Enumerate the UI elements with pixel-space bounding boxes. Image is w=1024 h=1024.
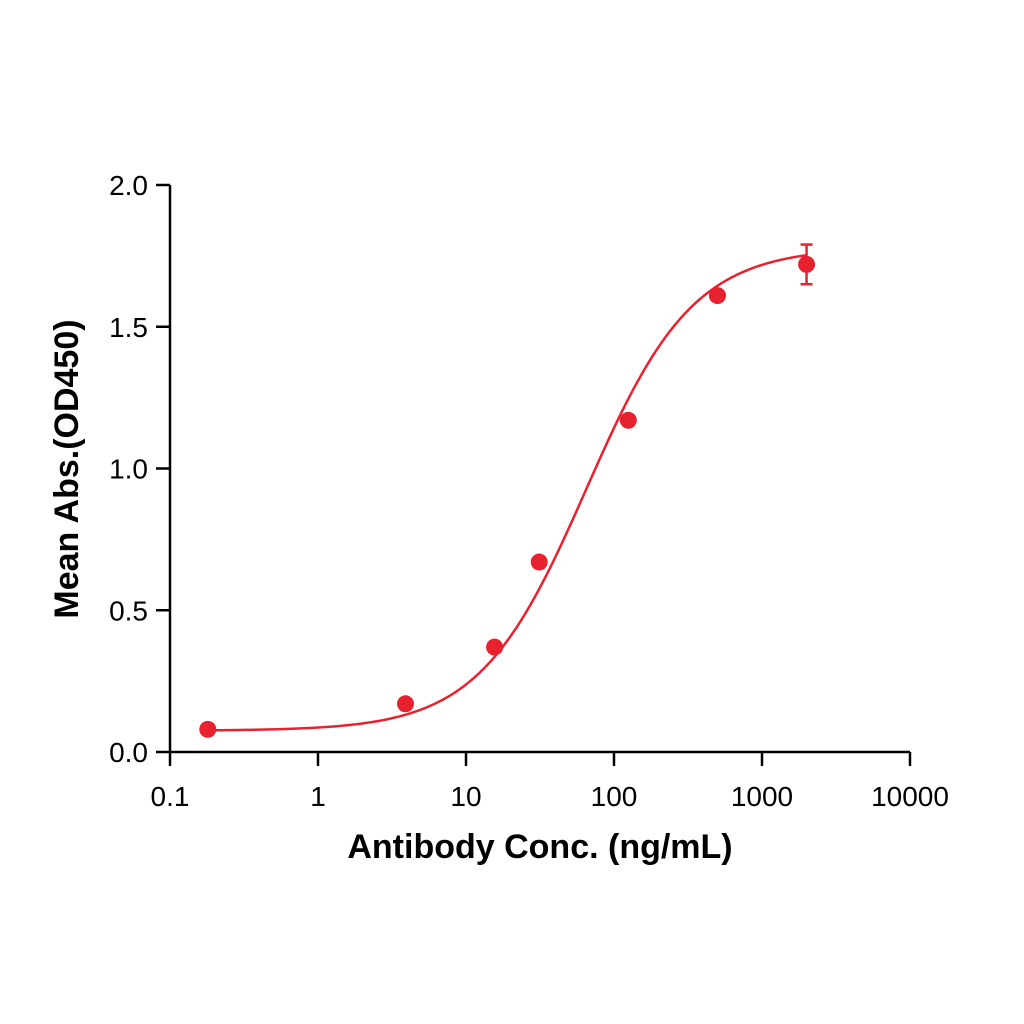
x-axis-title: Antibody Conc. (ng/mL) bbox=[347, 828, 732, 866]
x-axis-ticks: 0.1 1 10 100 1000 10000 bbox=[151, 752, 949, 812]
data-point bbox=[396, 695, 414, 713]
x-tick-label: 0.1 bbox=[151, 781, 190, 812]
data-point bbox=[486, 638, 504, 656]
y-tick-label: 1.0 bbox=[109, 454, 148, 485]
data-point bbox=[798, 255, 816, 273]
data-point bbox=[708, 287, 726, 305]
y-tick-label: 0.5 bbox=[109, 595, 148, 626]
x-tick-label: 1000 bbox=[731, 781, 793, 812]
y-axis-ticks: 0.0 0.5 1.0 1.5 2.0 bbox=[109, 170, 170, 768]
fit-curve bbox=[207, 253, 807, 732]
data-point bbox=[199, 720, 217, 738]
y-tick-label: 2.0 bbox=[109, 170, 148, 201]
y-tick-label: 1.5 bbox=[109, 312, 148, 343]
data-points bbox=[199, 255, 816, 738]
data-point bbox=[530, 553, 548, 571]
x-tick-label: 100 bbox=[591, 781, 638, 812]
y-tick-label: 0.0 bbox=[109, 737, 148, 768]
x-tick-label: 10 bbox=[450, 781, 481, 812]
x-tick-label: 10000 bbox=[871, 781, 949, 812]
data-point bbox=[619, 411, 637, 429]
x-tick-label: 1 bbox=[310, 781, 326, 812]
y-axis-title: Mean Abs.(OD450) bbox=[48, 319, 86, 618]
